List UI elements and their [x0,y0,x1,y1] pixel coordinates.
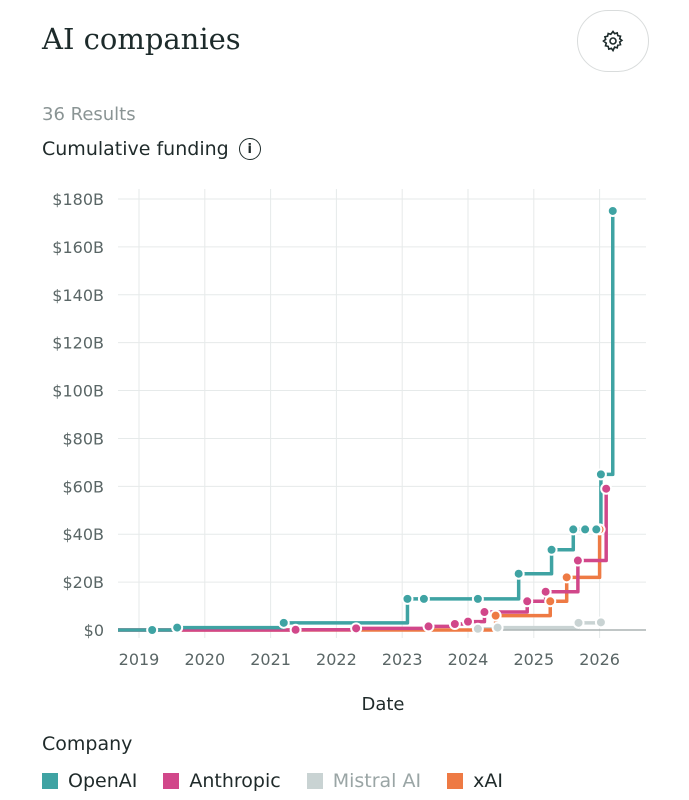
data-point [350,622,363,635]
x-tick-label: 2020 [184,650,225,669]
data-point [590,523,603,536]
y-tick-label: $100B [52,382,104,401]
data-point [401,592,414,605]
gear-icon [602,30,624,53]
data-point [572,616,585,629]
series-line-anthropic [118,488,608,632]
data-point [471,622,484,635]
x-tick-label: 2024 [448,650,489,669]
y-tick-label: $0 [84,621,104,640]
legend-label: OpenAI [68,770,138,792]
x-tick-label: 2022 [316,650,357,669]
results-count: 36 Results [42,104,136,125]
settings-button[interactable] [577,10,649,72]
chart: $0 $20B $40B $60B $80B $100B $120B $140B $160B $1… [52,189,646,715]
data-point [571,554,584,567]
y-tick-label: $80B [62,429,104,448]
data-point [289,623,302,636]
x-tick-label: 2025 [513,650,554,669]
data-point [600,482,613,495]
legend-swatch [42,773,58,789]
legend-swatch [447,773,464,789]
x-tick-label: 2021 [250,650,291,669]
y-tick-label: $40B [62,525,104,544]
x-tick-label: 2019 [119,650,160,669]
y-tick-label: $20B [62,573,104,592]
legend-swatch [163,773,180,789]
legend: OpenAI Anthropic Mistral AI xAI [42,770,503,792]
data-point [539,585,552,598]
data-point [448,618,461,631]
data-point [544,595,557,608]
y-tick-label: $140B [52,286,104,305]
data-point [491,621,504,634]
page-title: AI companies [42,22,241,56]
legend-label: Anthropic [189,770,281,792]
x-axis-label: Date [361,694,404,715]
legend-swatch [306,773,323,789]
info-icon[interactable]: i [238,138,261,160]
data-point [422,620,435,633]
data-point [417,592,430,605]
data-point [594,468,607,481]
data-point [478,606,491,619]
data-point [171,621,184,634]
series-line-openai [118,210,615,632]
y-tick-label: $160B [52,238,104,257]
legend-label: Mistral AI [332,770,422,792]
data-point [512,567,525,580]
legend-label: xAI [473,770,503,792]
data-point [277,616,290,629]
data-point [594,616,607,629]
data-point [462,615,474,628]
data-point [606,204,619,217]
series-line-xai [118,529,602,632]
legend-item-xai[interactable]: xAI [447,770,503,792]
x-tick-label: 2023 [382,650,423,669]
data-point [521,595,534,608]
data-point [560,571,573,584]
chart-subtitle: Cumulative funding [42,138,229,160]
legend-item-openai[interactable]: OpenAI [42,770,137,792]
y-tick-label: $60B [62,477,104,496]
data-point [545,543,558,556]
data-point [579,523,592,536]
legend-title: Company [42,733,133,755]
data-point [471,592,484,605]
data-point [146,624,159,636]
x-tick-label: 2026 [579,650,620,669]
y-tick-label: $180B [52,190,104,209]
legend-item-anthropic[interactable]: Anthropic [163,770,281,792]
legend-item-mistral[interactable]: Mistral AI [306,770,422,792]
data-point [567,523,580,536]
y-tick-label: $120B [52,334,104,353]
data-point [489,609,502,622]
